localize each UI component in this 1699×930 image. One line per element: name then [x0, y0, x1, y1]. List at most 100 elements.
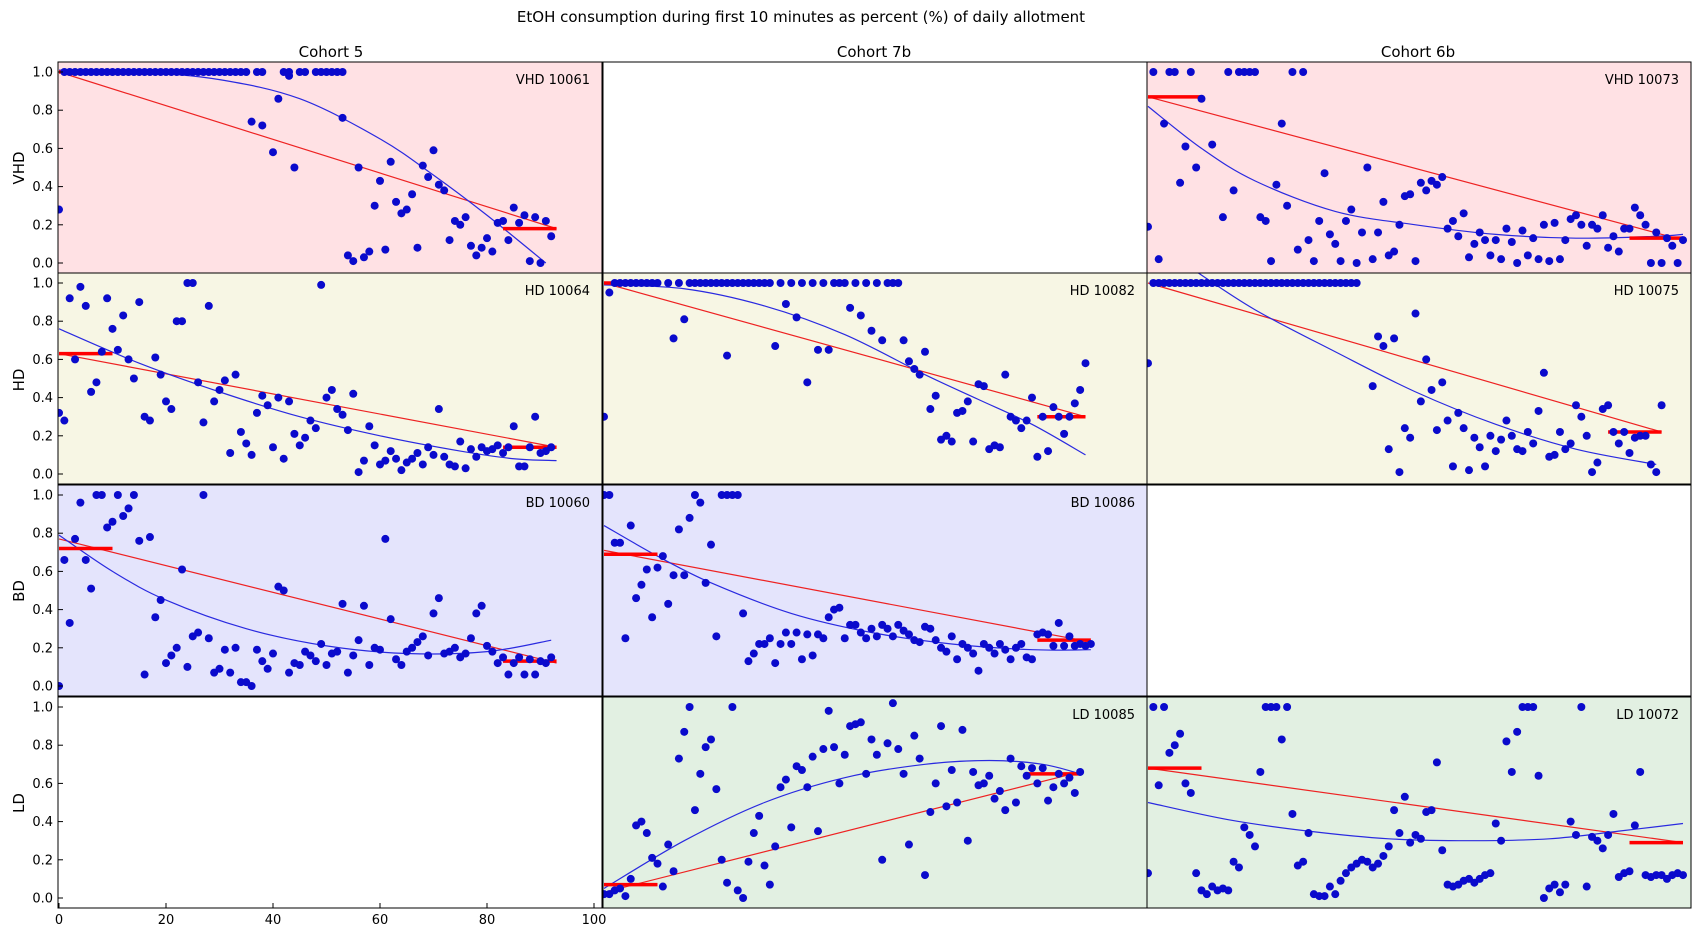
data-point — [113, 491, 122, 499]
panel-vhd-cohort-7b — [602, 61, 1148, 274]
data-point — [263, 401, 272, 410]
data-point — [1060, 429, 1069, 438]
data-point — [1293, 245, 1302, 254]
data-point — [674, 279, 683, 287]
data-point — [1054, 618, 1063, 627]
panel-background — [1147, 697, 1691, 908]
data-point — [1529, 234, 1538, 243]
data-point — [1545, 257, 1554, 266]
data-point — [648, 853, 657, 862]
panel-frame — [1146, 272, 1692, 485]
data-point — [365, 247, 374, 256]
data-point — [1384, 445, 1393, 454]
data-point — [440, 452, 449, 461]
data-point — [603, 412, 608, 421]
data-point — [418, 460, 427, 469]
data-point — [145, 533, 154, 542]
data-point — [477, 601, 486, 610]
data-point — [1438, 378, 1447, 387]
data-point — [1657, 401, 1666, 410]
data-point — [990, 649, 999, 658]
data-point — [295, 441, 304, 450]
poly-fit-curve — [603, 284, 1086, 456]
data-point — [402, 205, 411, 214]
data-point — [771, 342, 780, 351]
data-point — [1001, 645, 1010, 654]
data-point — [910, 731, 919, 740]
data-point — [899, 336, 908, 345]
data-point — [488, 647, 497, 656]
data-point — [466, 241, 475, 250]
panel-background — [603, 697, 1147, 908]
data-point — [904, 840, 913, 849]
data-point — [1497, 836, 1506, 845]
data-point — [135, 536, 144, 545]
data-point — [664, 279, 673, 287]
data-point — [1416, 834, 1425, 843]
data-point — [1147, 359, 1152, 368]
data-point — [499, 653, 508, 662]
data-point — [1176, 178, 1185, 187]
data-point — [1001, 370, 1010, 379]
data-point — [252, 408, 261, 417]
data-point — [466, 445, 475, 454]
data-point — [1411, 309, 1420, 318]
data-point — [1416, 397, 1425, 406]
data-point — [744, 857, 753, 866]
data-point — [499, 448, 508, 457]
row-label-bd: BD — [10, 580, 28, 602]
data-point — [1534, 406, 1543, 415]
data-point — [1304, 829, 1313, 838]
data-point — [167, 651, 176, 660]
column-title-cohort-6b: Cohort 6b — [1381, 43, 1455, 61]
data-point — [359, 253, 368, 262]
data-point — [450, 643, 459, 652]
panel-label: HD 10075 — [1614, 284, 1679, 299]
data-point — [787, 823, 796, 832]
data-point — [856, 311, 865, 320]
data-point — [1390, 806, 1399, 815]
data-point — [819, 279, 828, 287]
data-point — [418, 161, 427, 170]
data-point — [1502, 737, 1511, 746]
data-point — [664, 840, 673, 849]
data-point — [872, 632, 881, 641]
data-point — [1272, 703, 1281, 711]
data-point — [274, 393, 283, 402]
data-point — [483, 234, 491, 243]
data-point — [931, 779, 940, 788]
data-point — [974, 666, 983, 675]
data-point — [835, 603, 844, 612]
data-point — [1395, 829, 1404, 838]
panel-plot-area — [1147, 68, 1687, 267]
panel-label: LD 10072 — [1616, 708, 1679, 723]
data-point — [1465, 466, 1473, 475]
data-point — [1081, 359, 1090, 368]
data-point — [717, 855, 726, 864]
data-point — [1561, 236, 1570, 245]
data-point — [888, 699, 897, 708]
data-point — [338, 410, 347, 419]
data-point — [279, 454, 288, 463]
data-point — [926, 405, 935, 414]
data-point — [1149, 68, 1158, 76]
data-point — [888, 632, 897, 641]
data-point — [1147, 222, 1152, 231]
data-point — [781, 300, 790, 309]
data-point — [1256, 767, 1265, 776]
data-point — [1277, 735, 1286, 744]
data-point — [317, 639, 326, 648]
data-point — [1320, 169, 1329, 178]
data-point — [450, 462, 459, 471]
data-point — [739, 609, 748, 618]
data-point — [156, 370, 165, 379]
data-point — [1368, 382, 1377, 391]
data-point — [1170, 741, 1179, 750]
data-point — [1218, 213, 1227, 222]
data-point — [1049, 783, 1058, 792]
panel-plot-area — [58, 68, 557, 267]
data-point — [103, 294, 112, 303]
data-point — [1598, 211, 1607, 220]
data-point — [616, 884, 625, 893]
